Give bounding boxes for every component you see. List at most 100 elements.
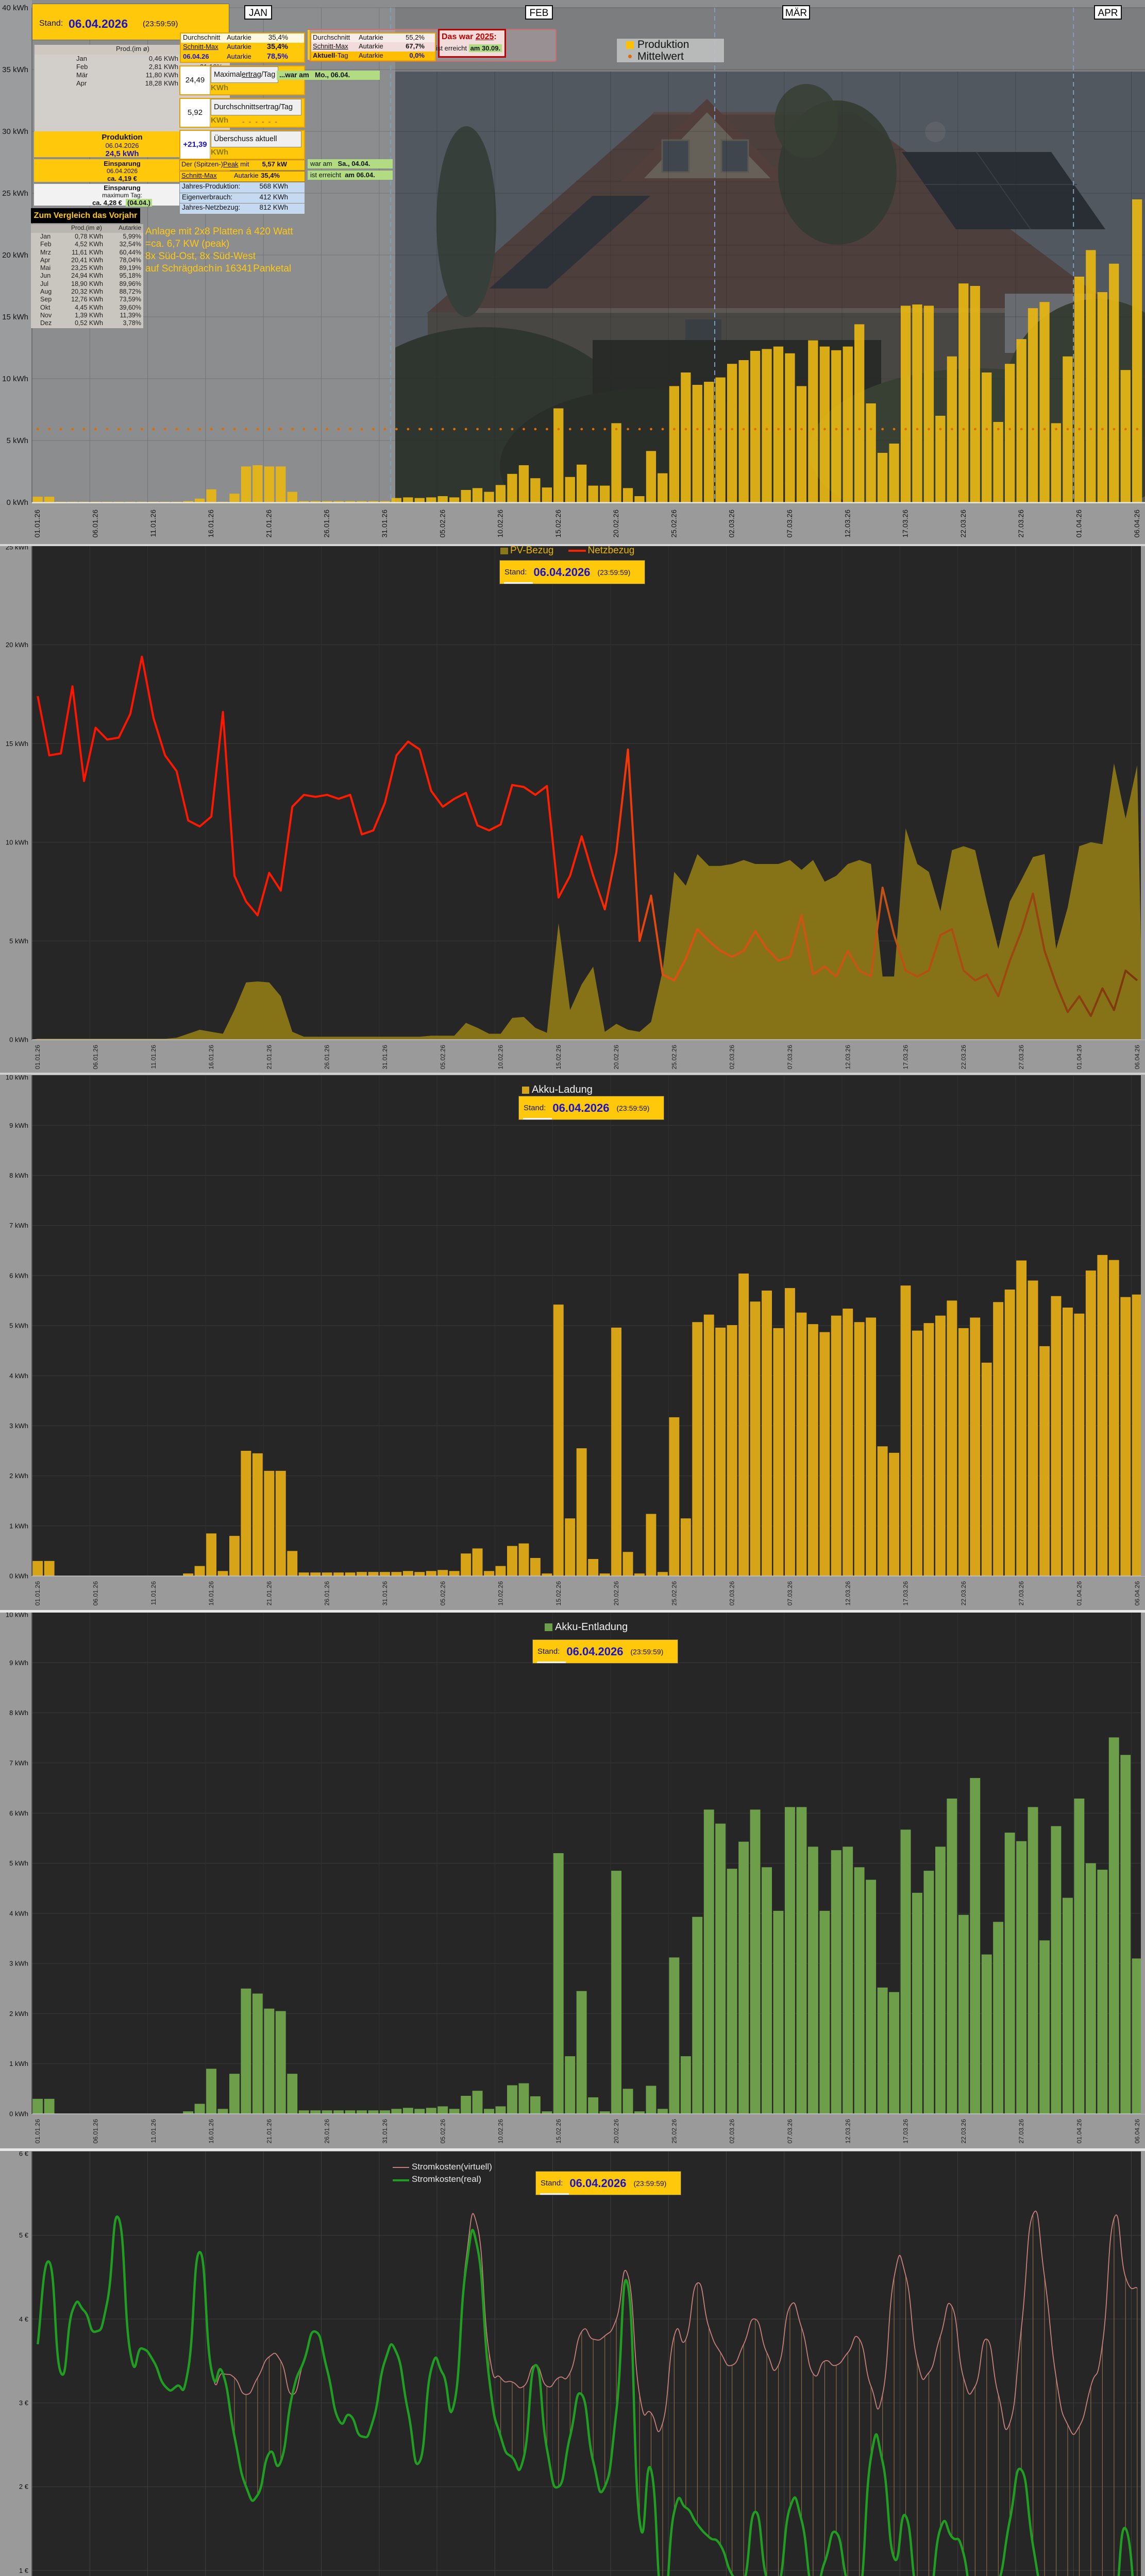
svg-text:0 kWh: 0 kWh: [9, 2110, 28, 2118]
svg-text:6 €: 6 €: [19, 2151, 29, 2158]
svg-text:01.04.26: 01.04.26: [1076, 1045, 1083, 1070]
svg-text:5 kWh: 5 kWh: [6, 436, 28, 445]
svg-text:25 kWh: 25 kWh: [2, 189, 28, 198]
svg-text:31.01.26: 31.01.26: [381, 2119, 389, 2144]
svg-text:25.02.26: 25.02.26: [670, 2119, 678, 2144]
svg-text:9 kWh: 9 kWh: [9, 1122, 28, 1129]
svg-text:16.01.26: 16.01.26: [208, 1045, 215, 1070]
svg-text:11.01.26: 11.01.26: [150, 2119, 157, 2143]
svg-text:31.01.26: 31.01.26: [381, 1581, 389, 1606]
svg-text:15.02.26: 15.02.26: [554, 510, 562, 538]
svg-text:26.01.26: 26.01.26: [323, 510, 331, 538]
svg-text:5 kWh: 5 kWh: [9, 1322, 28, 1330]
svg-text:02.03.26: 02.03.26: [728, 510, 736, 538]
svg-text:27.03.26: 27.03.26: [1018, 2119, 1025, 2144]
svg-text:4 kWh: 4 kWh: [9, 1909, 28, 1917]
svg-text:17.03.26: 17.03.26: [902, 2119, 910, 2144]
svg-text:27.03.26: 27.03.26: [1017, 510, 1025, 538]
svg-text:12.03.26: 12.03.26: [843, 510, 851, 538]
svg-text:22.03.26: 22.03.26: [959, 510, 967, 538]
svg-text:20.02.26: 20.02.26: [613, 1581, 620, 1606]
svg-text:20.02.26: 20.02.26: [612, 510, 620, 538]
svg-text:5 kWh: 5 kWh: [9, 1859, 28, 1867]
svg-text:06.01.26: 06.01.26: [92, 1045, 99, 1070]
svg-text:07.03.26: 07.03.26: [786, 1045, 794, 1070]
svg-text:15.02.26: 15.02.26: [555, 2119, 562, 2144]
svg-text:12.03.26: 12.03.26: [844, 1581, 851, 1606]
svg-text:21.01.26: 21.01.26: [265, 2119, 273, 2144]
svg-text:17.03.26: 17.03.26: [901, 510, 910, 538]
svg-text:06.04.26: 06.04.26: [1134, 1581, 1141, 1606]
svg-text:27.03.26: 27.03.26: [1018, 1045, 1025, 1070]
svg-text:25.02.26: 25.02.26: [670, 1581, 678, 1606]
svg-text:06.04.26: 06.04.26: [1134, 2119, 1141, 2144]
svg-text:30 kWh: 30 kWh: [2, 127, 28, 136]
svg-text:11.01.26: 11.01.26: [149, 510, 157, 537]
svg-text:01.04.26: 01.04.26: [1075, 510, 1083, 538]
svg-text:17.03.26: 17.03.26: [902, 1581, 910, 1606]
svg-text:0 kWh: 0 kWh: [9, 1036, 28, 1044]
svg-text:4 kWh: 4 kWh: [9, 1372, 28, 1380]
svg-text:05.02.26: 05.02.26: [438, 510, 446, 538]
svg-text:2 €: 2 €: [19, 2483, 29, 2490]
svg-text:05.02.26: 05.02.26: [439, 2119, 446, 2144]
svg-text:22.03.26: 22.03.26: [960, 1581, 967, 1606]
svg-text:01.01.26: 01.01.26: [33, 510, 41, 538]
svg-text:1 kWh: 1 kWh: [9, 1522, 28, 1530]
svg-text:06.01.26: 06.01.26: [92, 2119, 99, 2144]
svg-text:10.02.26: 10.02.26: [497, 1581, 504, 1606]
svg-text:05.02.26: 05.02.26: [439, 1045, 446, 1070]
svg-text:10.02.26: 10.02.26: [497, 1045, 504, 1070]
svg-text:7 kWh: 7 kWh: [9, 1759, 28, 1767]
svg-text:11.01.26: 11.01.26: [150, 1045, 157, 1069]
svg-text:15 kWh: 15 kWh: [2, 313, 28, 321]
svg-text:0 kWh: 0 kWh: [9, 1572, 28, 1580]
svg-text:35 kWh: 35 kWh: [2, 65, 28, 74]
svg-text:31.01.26: 31.01.26: [380, 510, 389, 538]
svg-text:25.02.26: 25.02.26: [669, 510, 678, 538]
svg-text:2 kWh: 2 kWh: [9, 1472, 28, 1480]
svg-text:9 kWh: 9 kWh: [9, 1659, 28, 1667]
svg-text:22.03.26: 22.03.26: [960, 1045, 967, 1070]
svg-text:22.03.26: 22.03.26: [960, 2119, 967, 2144]
svg-text:40 kWh: 40 kWh: [2, 4, 28, 12]
svg-text:21.01.26: 21.01.26: [264, 510, 273, 538]
svg-text:4 €: 4 €: [19, 2315, 29, 2323]
svg-text:12.03.26: 12.03.26: [844, 2119, 851, 2144]
svg-text:02.03.26: 02.03.26: [729, 2119, 736, 2144]
svg-text:10 kWh: 10 kWh: [6, 1613, 28, 1619]
svg-text:16.01.26: 16.01.26: [207, 510, 215, 538]
svg-text:06.04.26: 06.04.26: [1133, 510, 1141, 538]
svg-text:5 kWh: 5 kWh: [9, 937, 28, 945]
svg-text:07.03.26: 07.03.26: [786, 1581, 794, 1606]
svg-text:06.04.26: 06.04.26: [1134, 1045, 1141, 1070]
svg-text:01.01.26: 01.01.26: [34, 1581, 41, 1606]
svg-text:26.01.26: 26.01.26: [324, 2119, 331, 2144]
svg-text:3 kWh: 3 kWh: [9, 1422, 28, 1430]
svg-text:16.01.26: 16.01.26: [208, 1581, 215, 1606]
svg-text:07.03.26: 07.03.26: [786, 2119, 794, 2144]
svg-text:7 kWh: 7 kWh: [9, 1222, 28, 1229]
svg-text:01.01.26: 01.01.26: [34, 1045, 41, 1070]
svg-text:25.02.26: 25.02.26: [670, 1045, 678, 1070]
svg-text:31.01.26: 31.01.26: [381, 1045, 389, 1070]
svg-text:15 kWh: 15 kWh: [6, 740, 28, 748]
svg-text:8 kWh: 8 kWh: [9, 1172, 28, 1179]
svg-text:02.03.26: 02.03.26: [729, 1581, 736, 1606]
svg-text:05.02.26: 05.02.26: [439, 1581, 446, 1606]
svg-text:20 kWh: 20 kWh: [2, 251, 28, 260]
svg-text:20 kWh: 20 kWh: [6, 641, 28, 649]
svg-text:1 €: 1 €: [19, 2567, 29, 2574]
svg-text:10.02.26: 10.02.26: [497, 2119, 504, 2144]
svg-text:5 €: 5 €: [19, 2231, 29, 2239]
svg-text:07.03.26: 07.03.26: [785, 510, 794, 538]
svg-text:6 kWh: 6 kWh: [9, 1272, 28, 1279]
svg-text:3 kWh: 3 kWh: [9, 1960, 28, 1968]
svg-text:01.04.26: 01.04.26: [1076, 1581, 1083, 1606]
svg-text:21.01.26: 21.01.26: [265, 1581, 273, 1606]
svg-text:15.02.26: 15.02.26: [555, 1045, 562, 1070]
svg-text:10 kWh: 10 kWh: [6, 1075, 28, 1081]
svg-text:25 kWh: 25 kWh: [6, 546, 28, 551]
svg-text:10 kWh: 10 kWh: [6, 838, 28, 846]
svg-text:10 kWh: 10 kWh: [2, 375, 28, 383]
